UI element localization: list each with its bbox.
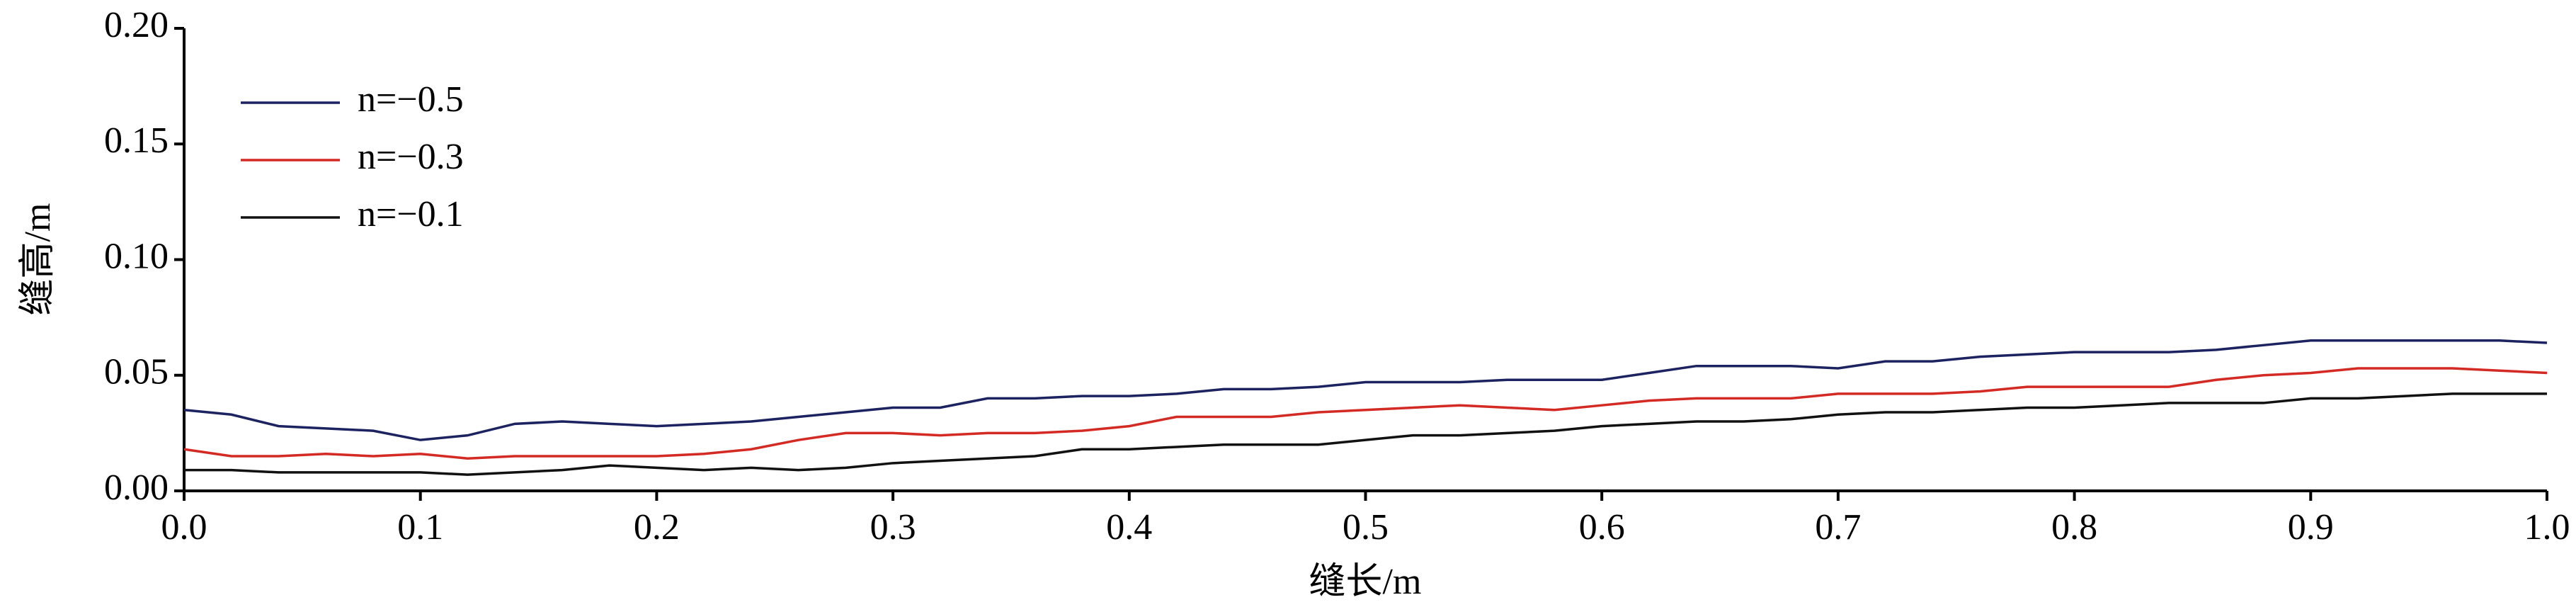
y-tick-label: 0.10: [104, 236, 169, 276]
legend-label: n=−0.5: [358, 79, 464, 120]
x-tick-label: 0.9: [2288, 507, 2334, 548]
x-tick-label: 0.7: [1815, 507, 1861, 548]
series-line: [183, 367, 2548, 460]
y-tick-label: 0.20: [104, 5, 169, 45]
y-tick-label: 0.15: [104, 120, 169, 161]
x-tick-label: 1.0: [2524, 507, 2570, 548]
x-tick-label: 0.6: [1579, 507, 1625, 548]
x-tick-label: 0.8: [2051, 507, 2097, 548]
x-tick-label: 0.0: [161, 507, 207, 548]
x-tick-label: 0.4: [1106, 507, 1152, 548]
x-axis-label: 缝长/m: [1309, 562, 1422, 602]
series-line: [183, 339, 2548, 441]
y-axis-label: 缝高/m: [18, 203, 58, 316]
y-tick-label: 0.05: [104, 352, 169, 392]
legend-label: n=−0.1: [358, 194, 464, 234]
x-tick-label: 0.5: [1343, 507, 1389, 548]
series-line: [184, 392, 2547, 476]
x-tick-label: 0.1: [397, 507, 443, 548]
y-tick-label: 0.00: [104, 468, 169, 508]
x-tick-label: 0.3: [870, 507, 916, 548]
legend-label: n=−0.3: [358, 137, 464, 177]
x-tick-label: 0.2: [634, 507, 680, 548]
